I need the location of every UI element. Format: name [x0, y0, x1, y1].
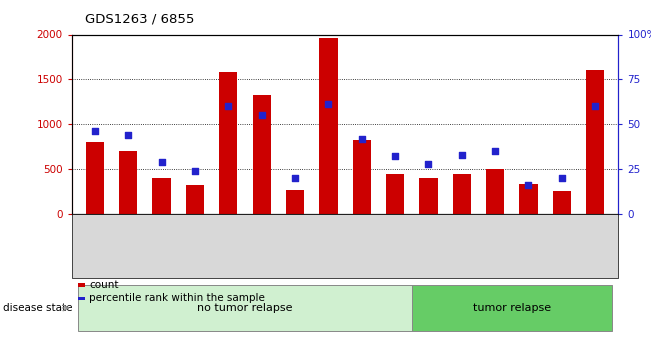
Point [156, 159, 167, 165]
Bar [319, 38, 337, 214]
Point [456, 152, 467, 157]
Text: percentile rank within the sample: percentile rank within the sample [89, 294, 265, 303]
Bar [286, 190, 304, 214]
Text: no tumor relapse: no tumor relapse [197, 303, 293, 313]
Point [357, 136, 367, 141]
Point [557, 175, 567, 181]
Text: count: count [89, 280, 118, 289]
Bar [519, 184, 538, 214]
Bar [86, 142, 104, 214]
Text: disease state: disease state [3, 303, 73, 313]
Point [423, 161, 434, 166]
Bar [586, 70, 604, 214]
Point [590, 104, 600, 109]
Bar [486, 169, 505, 214]
Point [523, 183, 534, 188]
Text: GDS1263 / 6855: GDS1263 / 6855 [85, 12, 194, 25]
Bar [186, 185, 204, 214]
Point [90, 129, 100, 134]
Bar [452, 175, 471, 214]
Point [123, 132, 133, 138]
Text: tumor relapse: tumor relapse [473, 303, 551, 313]
Point [223, 104, 234, 109]
Point [390, 154, 400, 159]
Bar [386, 174, 404, 214]
Bar [119, 151, 137, 214]
Bar [353, 140, 371, 214]
Point [290, 175, 300, 181]
Bar [419, 178, 437, 214]
Bar [152, 178, 171, 214]
Bar [553, 190, 571, 214]
Point [256, 112, 267, 118]
Bar [219, 72, 238, 214]
Bar [253, 96, 271, 214]
Point [490, 148, 500, 154]
Point [190, 168, 201, 174]
Point [323, 102, 333, 107]
